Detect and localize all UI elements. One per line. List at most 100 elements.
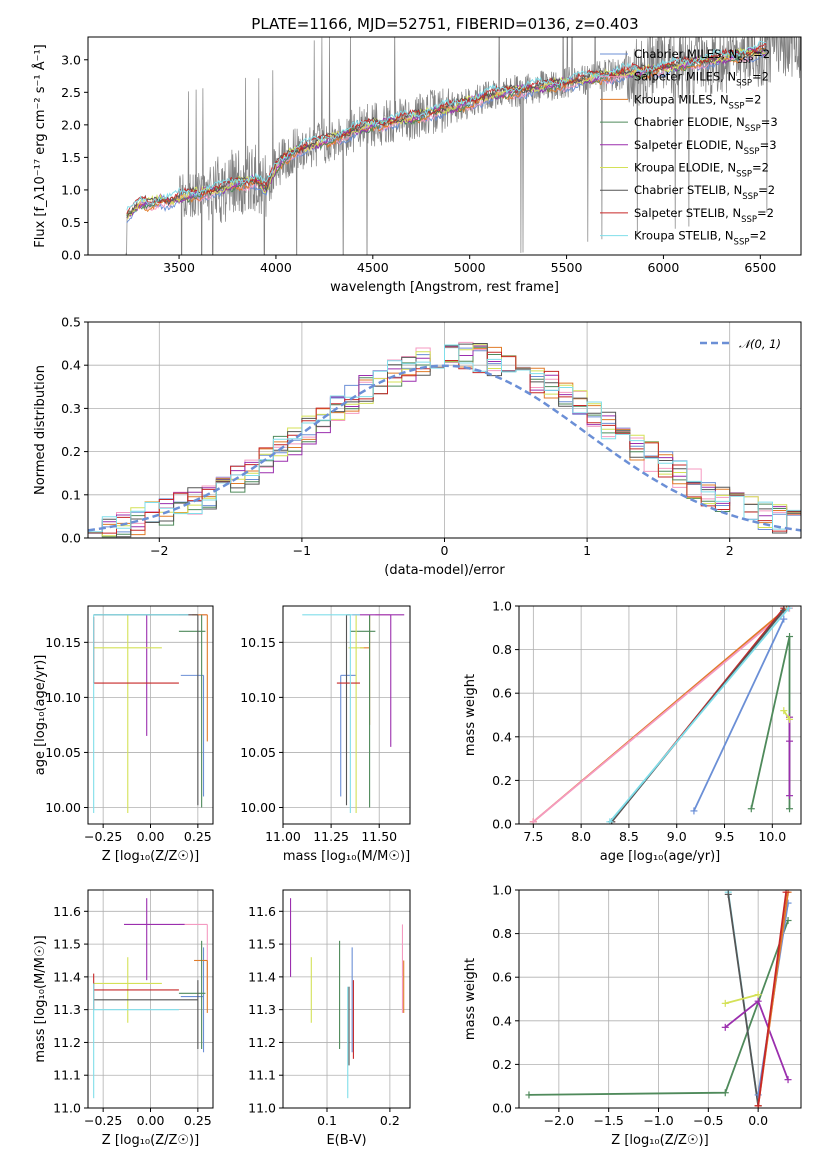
legend-subscript: SSP: [734, 238, 750, 248]
x-tick-label: 0.2: [380, 1113, 400, 1128]
legend-nssp-value: =2: [749, 229, 766, 243]
y-tick-label: 0.0: [61, 531, 81, 546]
y-tick-label: 2.0: [61, 117, 81, 132]
y-tick-label: 1.5: [61, 150, 81, 165]
legend-subscript: SSP: [736, 170, 752, 180]
x-tick-label: 9.0: [667, 829, 687, 844]
y-axis-label: Flux [f_λ10⁻¹⁷ erg cm⁻² s⁻¹ Å⁻¹]: [32, 44, 48, 248]
legend-model-name: Chabrier MILES, N: [634, 47, 737, 61]
legend-entry: Salpeter ELODIE, NSSP=3: [634, 138, 777, 157]
legend-nssp-value: =3: [761, 115, 778, 129]
x-tick-label: 9.5: [715, 829, 735, 844]
y-tick-label: 11.0: [53, 1101, 81, 1116]
figure-title: PLATE=1166, MJD=52751, FIBERID=0136, z=0…: [251, 15, 638, 33]
x-tick-label: −0.25: [84, 1113, 122, 1128]
y-axis-label: Normed distribution: [33, 365, 48, 495]
legend-entry: Salpeter STELIB, NSSP=2: [634, 206, 774, 225]
panel-age-vs-Z: −0.25 0.00 0.25 10.00 10.05 10.10 10.15 Z [log₁…: [33, 605, 214, 864]
axes-frame: −0.25 0.00 0.25 11.0 11.1 11.2 11.3 11.4 11.5 11.…: [33, 889, 214, 1148]
x-tick-label: 0.00: [137, 1113, 165, 1128]
plot-area: [289, 898, 405, 1099]
legend-nssp-value: =3: [760, 138, 777, 152]
x-tick-label: 7.5: [523, 829, 543, 844]
x-axis-label: Z [log₁₀(Z/Z☉)]: [611, 1133, 708, 1148]
y-tick-label: 10.15: [240, 635, 276, 650]
legend-subscript: SSP: [745, 124, 761, 134]
x-tick-label: 4500: [357, 260, 389, 275]
residual-histogram: [88, 344, 801, 538]
legend-entry: Chabrier STELIB, NSSP=2: [634, 183, 775, 202]
legend-subscript: SSP: [742, 192, 758, 202]
weight-line: [727, 894, 760, 1106]
axes-frame: 11.00 11.25 11.50 10.00 10.05 10.10 10.15 mass …: [240, 605, 411, 864]
y-tick-label: 0.8: [492, 926, 512, 941]
y-axis-label: mass [log₁₀(M/M☉)]: [33, 935, 48, 1062]
y-tick-label: 11.6: [53, 904, 81, 919]
plot-area: [125, 37, 801, 255]
x-tick-label: 0.0: [748, 1113, 768, 1128]
x-tick-label: −2.0: [544, 1113, 574, 1128]
legend-subscript: SSP: [729, 101, 745, 111]
x-tick-label: 0.00: [137, 829, 165, 844]
x-tick-label: 0: [441, 543, 449, 558]
y-tick-label: 2.5: [61, 85, 81, 100]
y-tick-label: 0.5: [61, 215, 81, 230]
axes-border: [282, 605, 411, 825]
x-tick-label: 11.50: [361, 829, 397, 844]
x-axis-label: wavelength [Angstrom, rest frame]: [330, 280, 559, 295]
axes-frame: −2.0 −1.5 −1.0 −0.5 0.0 0.0 0.2 0.4 0.6 0.8 1.0 Z […: [463, 883, 802, 1148]
y-tick-label: 0.2: [492, 773, 512, 788]
legend-model-name: Kroupa STELIB, N: [634, 229, 734, 243]
x-tick-label: 6000: [648, 260, 680, 275]
y-tick-label: 10.00: [45, 800, 81, 815]
x-axis-label: E(B-V): [326, 1133, 366, 1148]
axes-border: [518, 889, 802, 1109]
legend-model-name: Kroupa ELODIE, N: [634, 161, 736, 175]
legend-model-name: Kroupa MILES, N: [634, 92, 729, 106]
legend-model-name: Salpeter MILES, N: [634, 70, 736, 84]
y-tick-label: 0.2: [492, 1057, 512, 1072]
y-tick-label: 0.8: [492, 642, 512, 657]
plot-area: [529, 606, 794, 824]
panel-weight-vs-age: 7.5 8.0 8.5 9.0 9.5 10.0 0.0 0.2 0.4 0.6 0.8 1.0 age…: [463, 599, 802, 864]
legend-entry: Salpeter MILES, NSSP=2: [634, 70, 769, 89]
y-axis-label: age [log₁₀(age/yr)]: [33, 655, 48, 776]
y-tick-label: 10.05: [240, 745, 276, 760]
legend-subscript: SSP: [737, 56, 753, 66]
x-tick-label: 8.0: [571, 829, 591, 844]
panel-mass-vs-Z: −0.25 0.00 0.25 11.0 11.1 11.2 11.3 11.4 11.5 11.…: [33, 889, 214, 1148]
x-axis-label: Z [log₁₀(Z/Z☉)]: [102, 849, 199, 864]
y-tick-label: 3.0: [61, 52, 81, 67]
weight-line: [609, 607, 790, 823]
legend-subscript: SSP: [736, 79, 752, 89]
y-tick-label: 0.0: [61, 248, 81, 263]
y-tick-label: 11.1: [248, 1068, 276, 1083]
x-axis-label: age [log₁₀(age/yr)]: [600, 849, 721, 864]
y-tick-label: 10.10: [240, 690, 276, 705]
weight-line: [750, 636, 791, 809]
model-spectrum-line: [126, 41, 767, 211]
y-tick-label: 0.6: [492, 970, 512, 985]
weight-line: [693, 618, 785, 812]
plot-area: [302, 614, 405, 813]
y-tick-label: 10.10: [45, 690, 81, 705]
y-tick-label: 1.0: [61, 182, 81, 197]
legend-model-name: Chabrier STELIB, N: [634, 183, 742, 197]
y-tick-label: 10.00: [240, 800, 276, 815]
y-tick-label: 11.5: [53, 937, 81, 952]
x-tick-label: 3500: [163, 260, 195, 275]
y-tick-label: 0.3: [61, 401, 81, 416]
x-tick-label: 10.0: [758, 829, 786, 844]
y-tick-label: 11.2: [53, 1035, 81, 1050]
x-tick-label: 6500: [744, 260, 776, 275]
axes-border: [87, 36, 802, 256]
panel-weight-vs-Z: −2.0 −1.5 −1.0 −0.5 0.0 0.0 0.2 0.4 0.6 0.8 1.0 Z […: [463, 883, 802, 1148]
weight-line: [783, 710, 791, 720]
axes-frame: −2 −1 0 1 2 0.0 0.1 0.2 0.3 0.4 0.5 (data-model)/er…: [33, 315, 802, 578]
x-tick-label: 5000: [454, 260, 486, 275]
legend-model-name: Chabrier ELODIE, N: [634, 115, 745, 129]
y-tick-label: 1.0: [492, 883, 512, 898]
panel-age-vs-mass: 11.00 11.25 11.50 10.00 10.05 10.10 10.15 mass …: [240, 605, 411, 864]
legend-nssp-value: =2: [753, 47, 770, 61]
y-tick-label: 11.4: [53, 969, 81, 984]
